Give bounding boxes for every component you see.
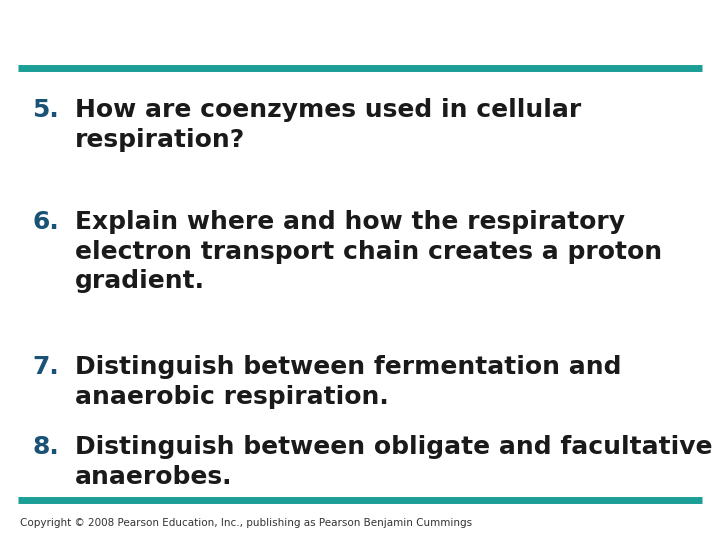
Text: Copyright © 2008 Pearson Education, Inc., publishing as Pearson Benjamin Cumming: Copyright © 2008 Pearson Education, Inc.…: [20, 518, 472, 528]
Text: 7.: 7.: [32, 355, 59, 379]
Text: Distinguish between obligate and facultative
anaerobes.: Distinguish between obligate and faculta…: [75, 435, 713, 489]
Text: How are coenzymes used in cellular
respiration?: How are coenzymes used in cellular respi…: [75, 98, 581, 152]
Text: 6.: 6.: [32, 210, 59, 234]
Text: 5.: 5.: [32, 98, 59, 122]
Text: 8.: 8.: [32, 435, 59, 459]
Text: Explain where and how the respiratory
electron transport chain creates a proton
: Explain where and how the respiratory el…: [75, 210, 662, 293]
Text: Distinguish between fermentation and
anaerobic respiration.: Distinguish between fermentation and ana…: [75, 355, 621, 409]
